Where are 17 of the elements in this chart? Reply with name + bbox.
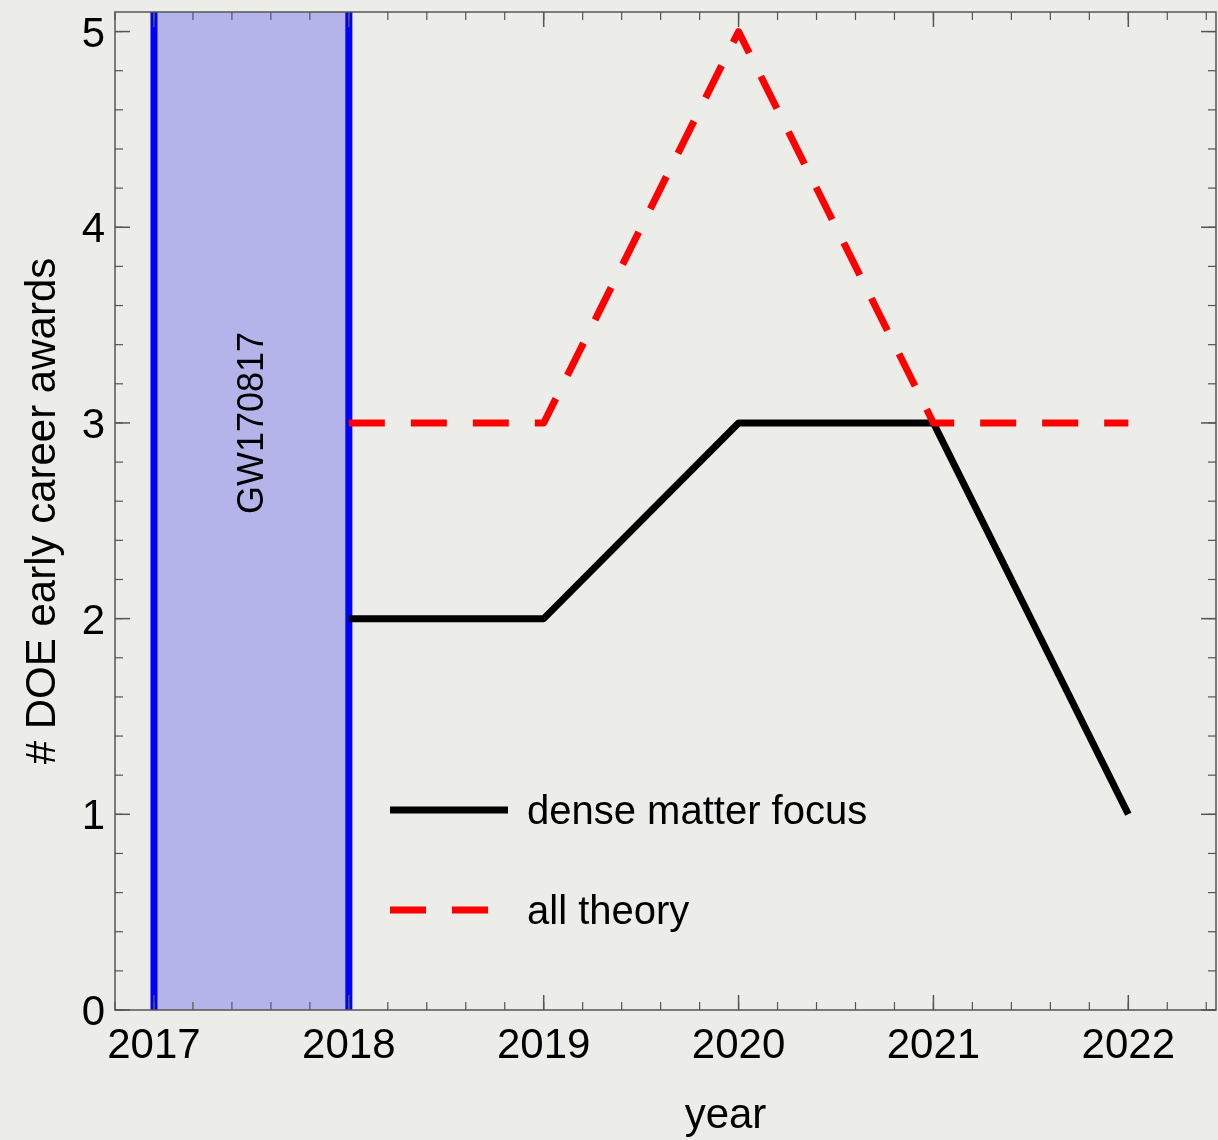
x-tick-label: 2018: [302, 1020, 396, 1067]
x-tick-label: 2021: [886, 1020, 981, 1067]
band-label: GW170817: [230, 331, 272, 514]
x-tick-label: 2020: [691, 1020, 786, 1067]
x-axis-title: year: [684, 1090, 767, 1137]
x-tick-label: 2019: [496, 1020, 591, 1067]
x-tick-label: 2017: [107, 1020, 201, 1067]
legend-label: all theory: [527, 888, 690, 932]
y-tick-label: 5: [81, 8, 105, 56]
y-tick-label: 3: [81, 399, 105, 447]
x-tick-label: 2022: [1081, 1020, 1176, 1067]
y-axis-title: # DOE early career awards: [17, 257, 64, 765]
legend-label: dense matter focus: [527, 788, 868, 832]
y-tick-label: 1: [81, 791, 105, 839]
y-tick-label: 4: [81, 204, 105, 252]
y-tick-label: 2: [81, 595, 105, 643]
y-tick-label: 0: [81, 987, 105, 1034]
